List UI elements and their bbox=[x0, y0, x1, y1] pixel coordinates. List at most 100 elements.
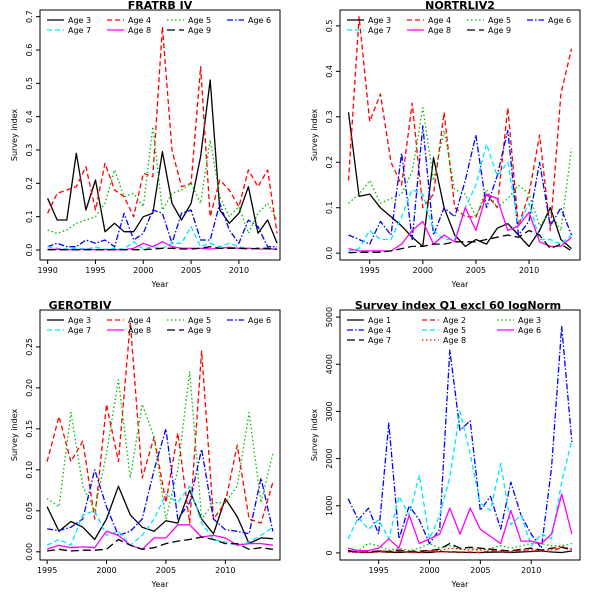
series-line-age-8 bbox=[348, 545, 573, 554]
y-tick-label: 0.1 bbox=[325, 201, 334, 214]
series-line-age-2 bbox=[348, 546, 573, 554]
series-line-age-9 bbox=[348, 229, 572, 254]
series-line-age-3 bbox=[46, 485, 273, 545]
x-tick-label: 1990 bbox=[37, 266, 57, 275]
series-line-age-5 bbox=[46, 370, 274, 520]
y-tick-label: 0.1 bbox=[25, 210, 34, 223]
legend-label: Age 7 bbox=[368, 26, 391, 35]
legend-label: Age 4 bbox=[128, 316, 151, 325]
y-tick-label: 5000 bbox=[325, 307, 334, 327]
plot-area-frame bbox=[39, 309, 281, 561]
y-tick-label: 0.3 bbox=[25, 144, 34, 157]
y-axis-ticks: 0.0 0.1 0.2 0.3 0.4 0.5 bbox=[325, 20, 340, 260]
y-tick-label: 0.25 bbox=[25, 338, 34, 356]
series-lines bbox=[47, 26, 278, 251]
y-tick-label: 0.6 bbox=[25, 44, 34, 57]
legend-label: Age 7 bbox=[68, 326, 91, 335]
x-tick-label: 2000 bbox=[413, 266, 433, 275]
legend-label: Age 3 bbox=[368, 16, 391, 25]
plot-area-frame bbox=[39, 9, 281, 261]
x-tick-label: 1995 bbox=[85, 266, 105, 275]
series-line-age-4 bbox=[46, 321, 274, 524]
x-tick-label: 2010 bbox=[519, 266, 539, 275]
x-axis-ticks: 1995 2000 2005 2010 bbox=[360, 260, 539, 275]
legend-label: Age 5 bbox=[188, 316, 211, 325]
panel-fratrb-iv: FRATRB IV Year Survey index 1990 1995 2000… bbox=[10, 0, 281, 289]
x-tick-label: 1995 bbox=[37, 566, 57, 575]
x-axis-ticks: 1995 2000 2005 2010 bbox=[368, 560, 541, 575]
x-tick-label: 1995 bbox=[368, 566, 388, 575]
legend-label: Age 8 bbox=[128, 326, 151, 335]
chart-title: NORTRLIV2 bbox=[425, 0, 495, 12]
y-tick-label: 0.4 bbox=[325, 65, 334, 78]
y-tick-label: 0.00 bbox=[25, 543, 34, 561]
y-tick-label: 2000 bbox=[325, 448, 334, 468]
legend-label: Age 4 bbox=[428, 16, 451, 25]
y-axis-label: Survey index bbox=[310, 109, 319, 162]
legend-label: Age 5 bbox=[188, 16, 211, 25]
y-axis-label: Survey index bbox=[10, 409, 19, 462]
legend: Age 3 Age 4 Age 5 Age 6 Age 7 Age 8 Age 9 bbox=[47, 16, 271, 35]
y-axis-ticks: 0 1000 2000 3000 4000 5000 bbox=[325, 307, 340, 555]
legend-label: Age 6 bbox=[248, 16, 271, 25]
series-line-age-3 bbox=[347, 542, 573, 552]
x-axis-ticks: 1995 2000 2005 2010 bbox=[37, 560, 236, 575]
x-tick-label: 2000 bbox=[133, 266, 153, 275]
y-tick-label: 1000 bbox=[325, 496, 334, 516]
plot-area-frame bbox=[339, 309, 581, 561]
series-line-age-6 bbox=[348, 125, 573, 245]
series-line-age-6 bbox=[347, 493, 573, 552]
y-tick-label: 0.5 bbox=[325, 20, 334, 33]
legend-label: Age 7 bbox=[68, 26, 91, 35]
series-line-age-9 bbox=[47, 536, 273, 552]
series-lines bbox=[347, 325, 573, 554]
x-tick-label: 2005 bbox=[156, 566, 176, 575]
y-axis-ticks: 0.0 0.1 0.2 0.3 0.4 0.5 0.6 0.7 bbox=[25, 10, 40, 256]
x-axis-label: Year bbox=[451, 580, 470, 589]
y-tick-label: 0.4 bbox=[25, 110, 34, 123]
y-tick-label: 0.7 bbox=[25, 10, 34, 23]
panel-nortrliv2: NORTRLIV2 Year Survey index 1995 2000 2005… bbox=[310, 0, 581, 289]
legend-label: Age 3 bbox=[68, 16, 91, 25]
x-tick-label: 1995 bbox=[360, 266, 380, 275]
series-lines bbox=[46, 321, 274, 552]
legend: Age 1 Age 2 Age 3 Age 4 Age 5 Age 6 Age 7 Age 8 bbox=[347, 316, 541, 345]
legend: Age 3 Age 4 Age 5 Age 6 Age 7 Age 8 Age 9 bbox=[347, 16, 571, 35]
legend-label: Age 3 bbox=[68, 316, 91, 325]
legend-label: Age 2 bbox=[443, 316, 466, 325]
y-tick-label: 0.0 bbox=[325, 247, 334, 260]
x-axis-label: Year bbox=[151, 280, 170, 289]
y-tick-label: 0.20 bbox=[25, 379, 34, 397]
y-tick-label: 0.3 bbox=[325, 110, 334, 123]
x-tick-label: 2000 bbox=[96, 566, 116, 575]
x-axis-label: Year bbox=[451, 280, 470, 289]
x-tick-label: 2005 bbox=[470, 566, 490, 575]
x-tick-label: 2010 bbox=[521, 566, 541, 575]
y-tick-label: 0.2 bbox=[25, 177, 34, 190]
series-line-age-3 bbox=[47, 79, 278, 244]
series-line-age-3 bbox=[347, 112, 572, 250]
y-axis-label: Survey index bbox=[310, 409, 319, 462]
chart-title: GEROTBIV bbox=[49, 299, 112, 312]
series-line-age-9 bbox=[47, 246, 278, 251]
legend-label: Age 7 bbox=[368, 336, 391, 345]
legend-label: Age 8 bbox=[428, 26, 451, 35]
y-tick-label: 4000 bbox=[325, 354, 334, 374]
legend-label: Age 9 bbox=[188, 326, 211, 335]
y-tick-label: 0.05 bbox=[25, 502, 34, 520]
y-tick-label: 0.5 bbox=[25, 77, 34, 90]
x-tick-label: 2010 bbox=[215, 566, 235, 575]
plot-area-frame bbox=[339, 9, 581, 261]
legend-label: Age 5 bbox=[443, 326, 466, 335]
legend-label: Age 4 bbox=[128, 16, 151, 25]
y-tick-label: 0.2 bbox=[325, 156, 334, 169]
chart-title: FRATRB IV bbox=[128, 0, 193, 12]
legend-label: Age 9 bbox=[188, 26, 211, 35]
series-line-age-6 bbox=[47, 202, 278, 248]
y-tick-label: 0.0 bbox=[25, 244, 34, 257]
legend-label: Age 6 bbox=[518, 326, 541, 335]
x-tick-label: 2000 bbox=[419, 566, 439, 575]
x-tick-label: 2005 bbox=[466, 266, 486, 275]
legend-label: Age 9 bbox=[488, 26, 511, 35]
